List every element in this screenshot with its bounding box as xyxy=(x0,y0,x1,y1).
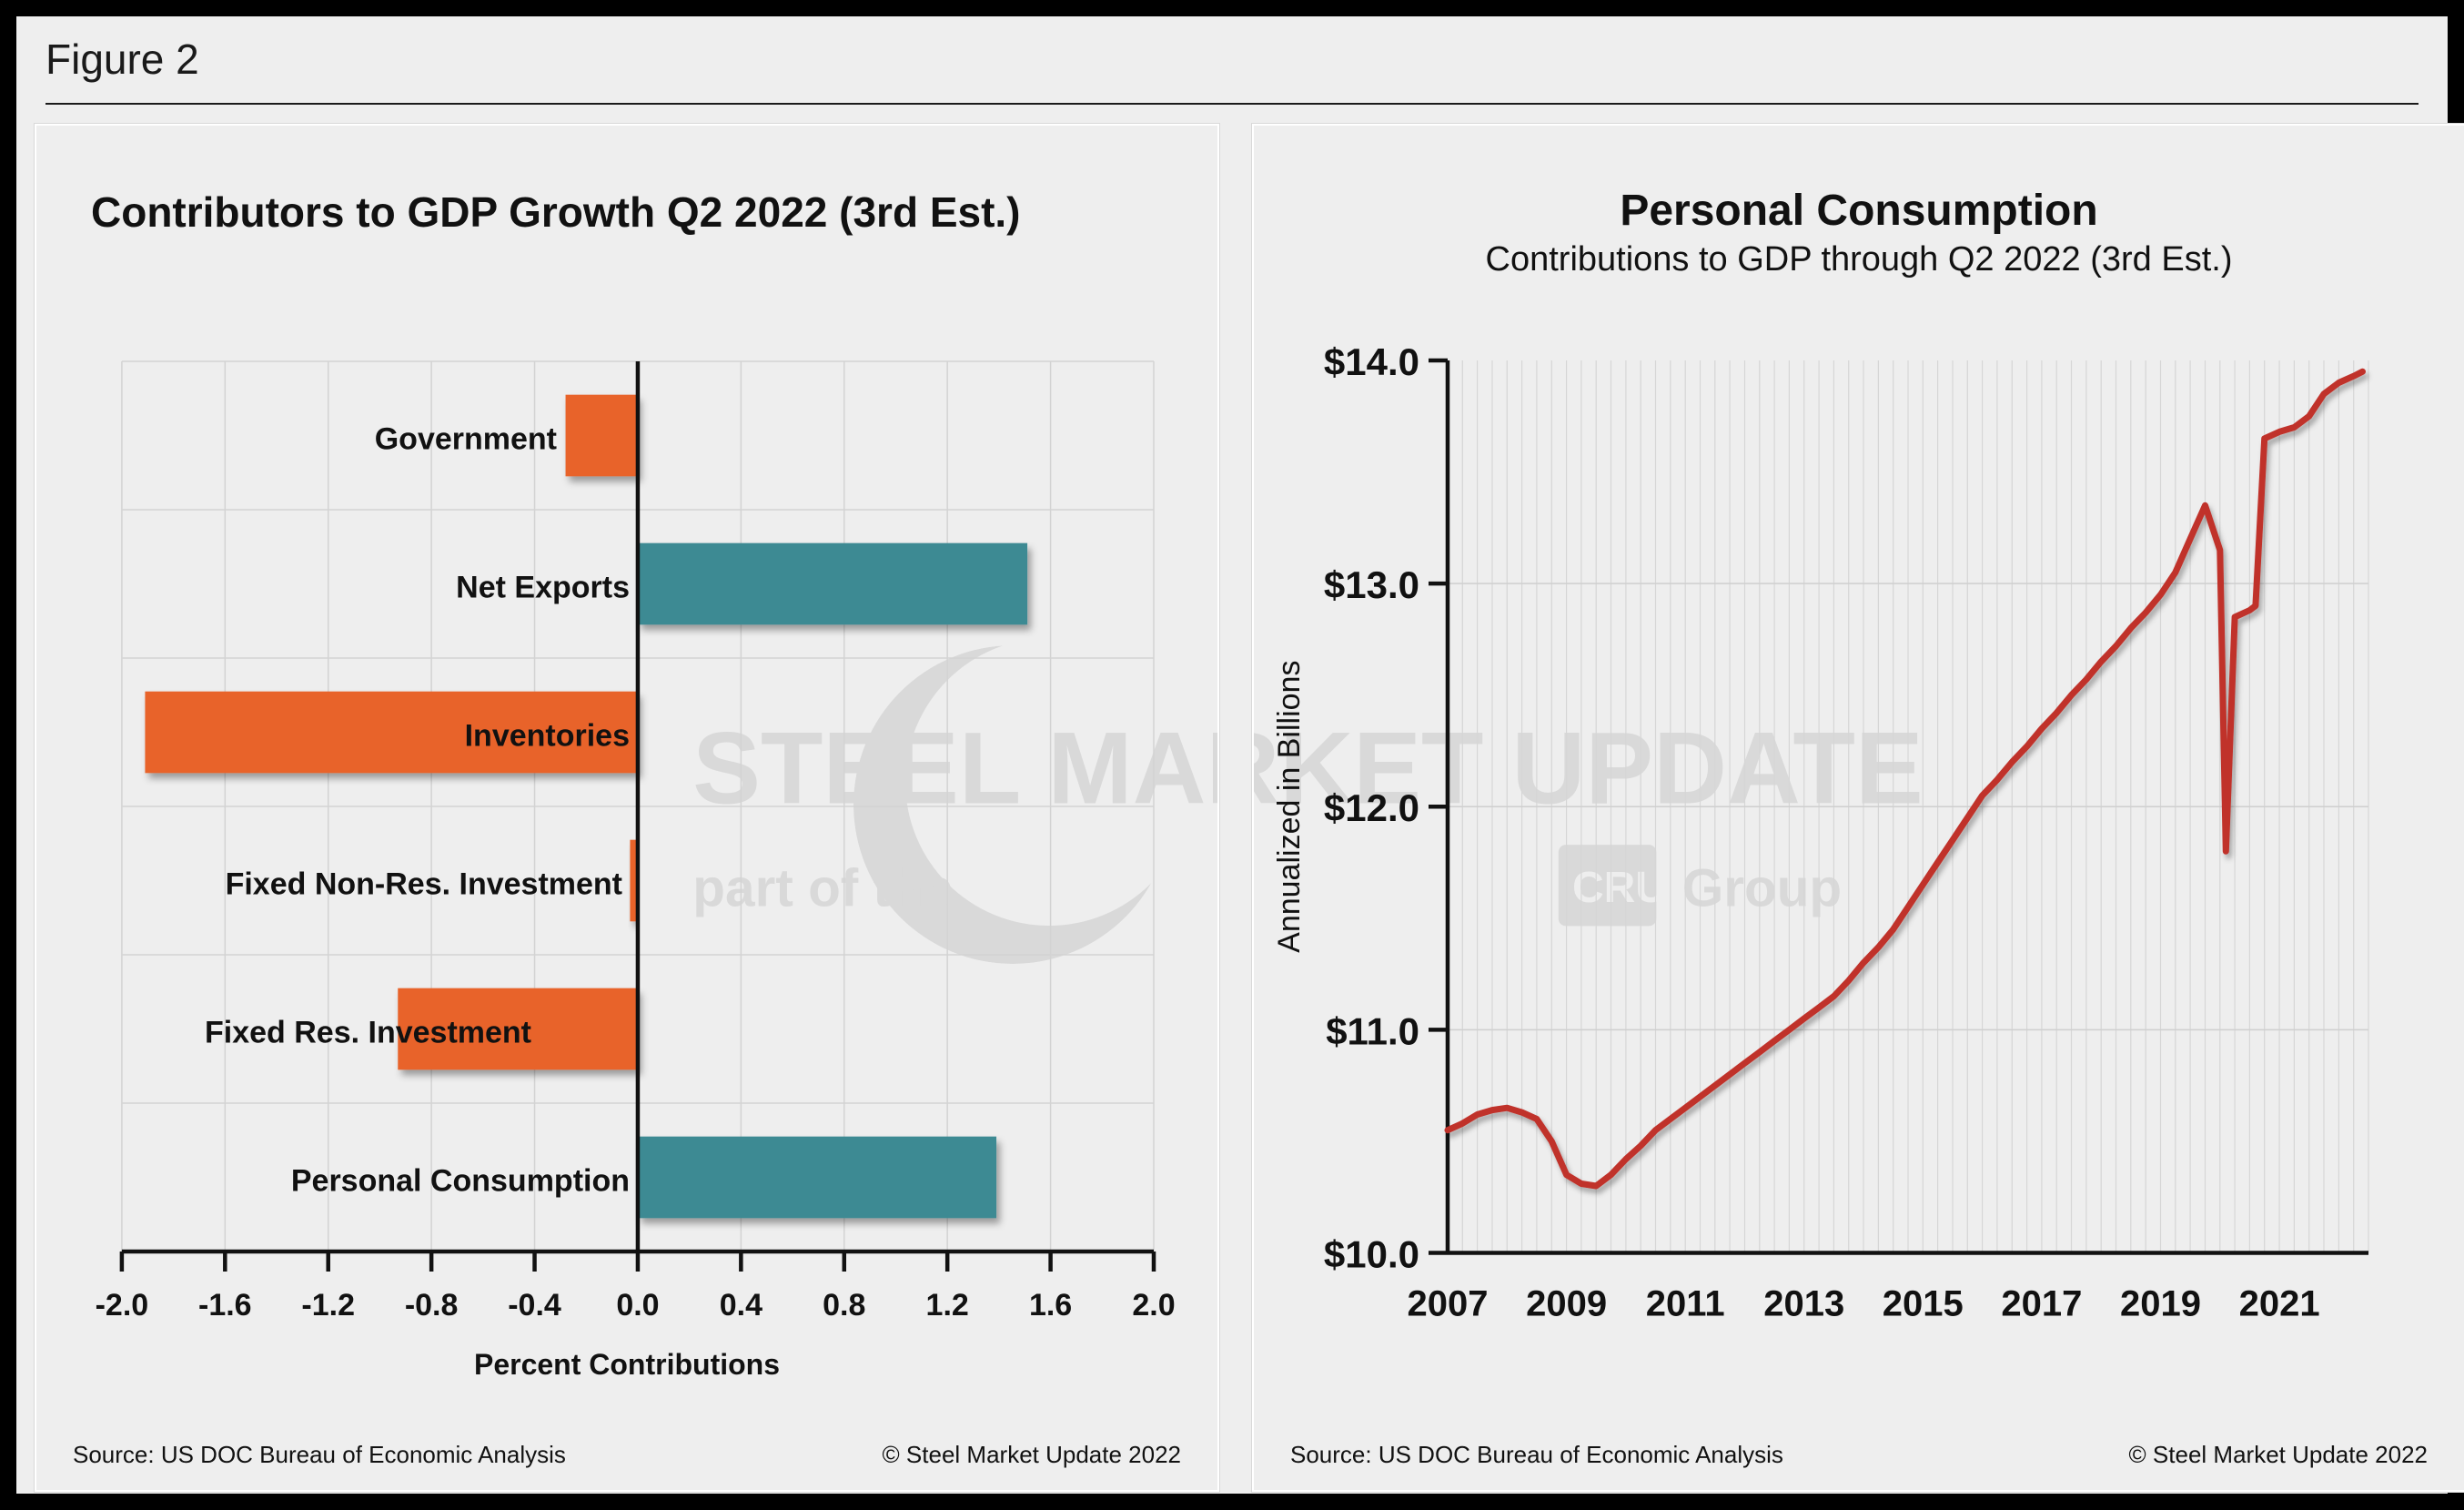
svg-text:-1.6: -1.6 xyxy=(198,1288,252,1323)
svg-text:2019: 2019 xyxy=(2120,1284,2201,1324)
svg-text:$10.0: $10.0 xyxy=(1324,1233,1419,1276)
svg-text:Net Exports: Net Exports xyxy=(456,571,630,605)
svg-text:$14.0: $14.0 xyxy=(1324,340,1419,383)
svg-text:1.2: 1.2 xyxy=(926,1288,969,1323)
svg-text:Government: Government xyxy=(375,422,557,457)
svg-text:-2.0: -2.0 xyxy=(96,1288,149,1323)
svg-text:-1.2: -1.2 xyxy=(301,1288,355,1323)
svg-text:$13.0: $13.0 xyxy=(1324,563,1419,606)
svg-text:$12.0: $12.0 xyxy=(1324,786,1419,829)
svg-text:2021: 2021 xyxy=(2239,1284,2320,1324)
svg-text:0.8: 0.8 xyxy=(823,1288,865,1323)
svg-text:$11.0: $11.0 xyxy=(1326,1009,1419,1052)
svg-text:2007: 2007 xyxy=(1408,1284,1489,1324)
svg-text:Fixed Non-Res. Investment: Fixed Non-Res. Investment xyxy=(226,867,622,902)
svg-text:Annualized in Billions: Annualized in Billions xyxy=(1272,661,1307,953)
svg-text:2011: 2011 xyxy=(1646,1284,1725,1324)
svg-text:-0.8: -0.8 xyxy=(405,1288,459,1323)
svg-text:0.4: 0.4 xyxy=(720,1288,762,1323)
svg-text:Personal Consumption: Personal Consumption xyxy=(291,1164,630,1199)
svg-text:Inventories: Inventories xyxy=(465,719,630,754)
svg-text:2015: 2015 xyxy=(1883,1284,1964,1324)
svg-text:2.0: 2.0 xyxy=(1132,1288,1175,1323)
svg-text:-0.4: -0.4 xyxy=(508,1288,561,1323)
svg-text:2017: 2017 xyxy=(2001,1284,2082,1324)
svg-text:0.0: 0.0 xyxy=(616,1288,659,1323)
svg-text:1.6: 1.6 xyxy=(1029,1288,1072,1323)
svg-text:2009: 2009 xyxy=(1526,1284,1607,1324)
svg-text:Fixed Res. Investment: Fixed Res. Investment xyxy=(205,1016,531,1050)
svg-text:2013: 2013 xyxy=(1763,1284,1844,1324)
